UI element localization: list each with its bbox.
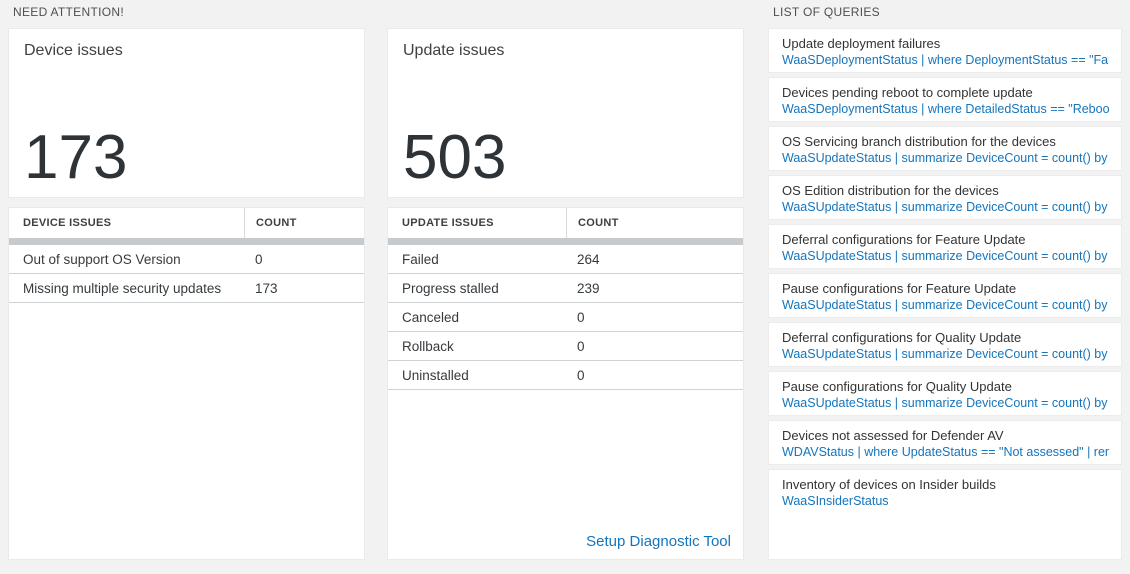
- row-label: Rollback: [402, 338, 454, 354]
- query-title: Deferral configurations for Quality Upda…: [782, 330, 1022, 345]
- device-issues-tile[interactable]: Device issues 173: [8, 28, 365, 198]
- update-issues-tile[interactable]: Update issues 503: [387, 28, 744, 198]
- table-row[interactable]: Rollback 0: [388, 332, 743, 361]
- need-attention-column-devices: NEED ATTENTION! Device issues 173 DEVICE…: [8, 5, 365, 560]
- query-item-pause-quality-update[interactable]: Pause configurations for Quality Update …: [768, 371, 1122, 416]
- query-title: Devices pending reboot to complete updat…: [782, 85, 1033, 100]
- query-item-insider-builds-inventory[interactable]: Inventory of devices on Insider builds W…: [768, 469, 1122, 560]
- query-item-devices-pending-reboot[interactable]: Devices pending reboot to complete updat…: [768, 77, 1122, 122]
- query-item-pause-feature-update[interactable]: Pause configurations for Feature Update …: [768, 273, 1122, 318]
- query-text-link[interactable]: WaaSUpdateStatus | summarize DeviceCount…: [782, 298, 1109, 312]
- setup-diagnostic-tool-link[interactable]: Setup Diagnostic Tool: [586, 533, 731, 550]
- device-issues-header-name: DEVICE ISSUES: [23, 217, 112, 229]
- query-item-os-edition-distribution[interactable]: OS Edition distribution for the devices …: [768, 175, 1122, 220]
- query-text-link[interactable]: WaaSUpdateStatus | summarize DeviceCount…: [782, 249, 1109, 263]
- row-label: Progress stalled: [402, 280, 499, 296]
- section-title-need-attention: NEED ATTENTION!: [13, 5, 124, 19]
- query-title: Pause configurations for Quality Update: [782, 379, 1012, 394]
- query-title: OS Edition distribution for the devices: [782, 183, 999, 198]
- row-label: Canceled: [402, 309, 460, 325]
- query-item-defender-av-not-assessed[interactable]: Devices not assessed for Defender AV WDA…: [768, 420, 1122, 465]
- table-row[interactable]: Uninstalled 0: [388, 361, 743, 390]
- row-label: Uninstalled: [402, 367, 469, 383]
- query-text-link[interactable]: WaaSInsiderStatus: [782, 494, 889, 508]
- row-count: 264: [577, 251, 600, 267]
- table-row[interactable]: Failed 264: [388, 245, 743, 274]
- update-issues-tile-title: Update issues: [403, 42, 505, 59]
- query-title: Inventory of devices on Insider builds: [782, 477, 996, 492]
- row-count: 0: [577, 367, 585, 383]
- row-count: 173: [255, 280, 278, 296]
- query-text-link[interactable]: WaaSUpdateStatus | summarize DeviceCount…: [782, 151, 1109, 165]
- row-count: 239: [577, 280, 600, 296]
- query-item-update-deployment-failures[interactable]: Update deployment failures WaaSDeploymen…: [768, 28, 1122, 73]
- query-list: Update deployment failures WaaSDeploymen…: [768, 28, 1122, 560]
- table-row[interactable]: Canceled 0: [388, 303, 743, 332]
- row-label: Missing multiple security updates: [23, 280, 222, 296]
- table-scrollbar-track[interactable]: [9, 238, 364, 245]
- row-count: 0: [577, 338, 585, 354]
- section-title-list-of-queries: LIST OF QUERIES: [773, 5, 880, 19]
- row-label: Out of support OS Version: [23, 251, 181, 267]
- update-issues-header-count: COUNT: [566, 208, 743, 238]
- table-row[interactable]: Out of support OS Version 0: [9, 245, 364, 274]
- query-item-os-servicing-branch[interactable]: OS Servicing branch distribution for the…: [768, 126, 1122, 171]
- need-attention-column-updates: Update issues 503 UPDATE ISSUES COUNT Fa…: [387, 5, 744, 560]
- query-text-link[interactable]: WaaSDeploymentStatus | where DetailedSta…: [782, 102, 1109, 116]
- query-text-link[interactable]: WaaSUpdateStatus | summarize DeviceCount…: [782, 347, 1109, 361]
- queries-column: LIST OF QUERIES Update deployment failur…: [768, 5, 1122, 560]
- row-label: Failed: [402, 251, 439, 267]
- device-issues-table-header: DEVICE ISSUES COUNT: [9, 208, 364, 238]
- query-title: OS Servicing branch distribution for the…: [782, 134, 1056, 149]
- query-text-link[interactable]: WDAVStatus | where UpdateStatus == "Not …: [782, 445, 1109, 459]
- query-item-deferral-feature-update[interactable]: Deferral configurations for Feature Upda…: [768, 224, 1122, 269]
- table-row[interactable]: Missing multiple security updates 173: [9, 274, 364, 303]
- query-title: Deferral configurations for Feature Upda…: [782, 232, 1026, 247]
- table-scrollbar-track[interactable]: [388, 238, 743, 245]
- query-title: Pause configurations for Feature Update: [782, 281, 1017, 296]
- device-issues-count: 173: [24, 123, 128, 192]
- device-issues-tile-title: Device issues: [24, 42, 123, 59]
- row-count: 0: [255, 251, 263, 267]
- query-text-link[interactable]: WaaSUpdateStatus | summarize DeviceCount…: [782, 396, 1109, 410]
- device-issues-table: DEVICE ISSUES COUNT Out of support OS Ve…: [8, 207, 365, 560]
- query-text-link[interactable]: WaaSUpdateStatus | summarize DeviceCount…: [782, 200, 1109, 214]
- query-title: Devices not assessed for Defender AV: [782, 428, 1004, 443]
- update-issues-table: UPDATE ISSUES COUNT Failed 264 Progress …: [387, 207, 744, 560]
- update-issues-header-name: UPDATE ISSUES: [402, 217, 494, 229]
- update-issues-count: 503: [403, 123, 507, 192]
- query-text-link[interactable]: WaaSDeploymentStatus | where DeploymentS…: [782, 53, 1109, 67]
- query-title: Update deployment failures: [782, 36, 941, 51]
- row-count: 0: [577, 309, 585, 325]
- update-issues-table-header: UPDATE ISSUES COUNT: [388, 208, 743, 238]
- table-row[interactable]: Progress stalled 239: [388, 274, 743, 303]
- spacer: [387, 5, 744, 20]
- query-item-deferral-quality-update[interactable]: Deferral configurations for Quality Upda…: [768, 322, 1122, 367]
- device-issues-header-count: COUNT: [244, 208, 364, 238]
